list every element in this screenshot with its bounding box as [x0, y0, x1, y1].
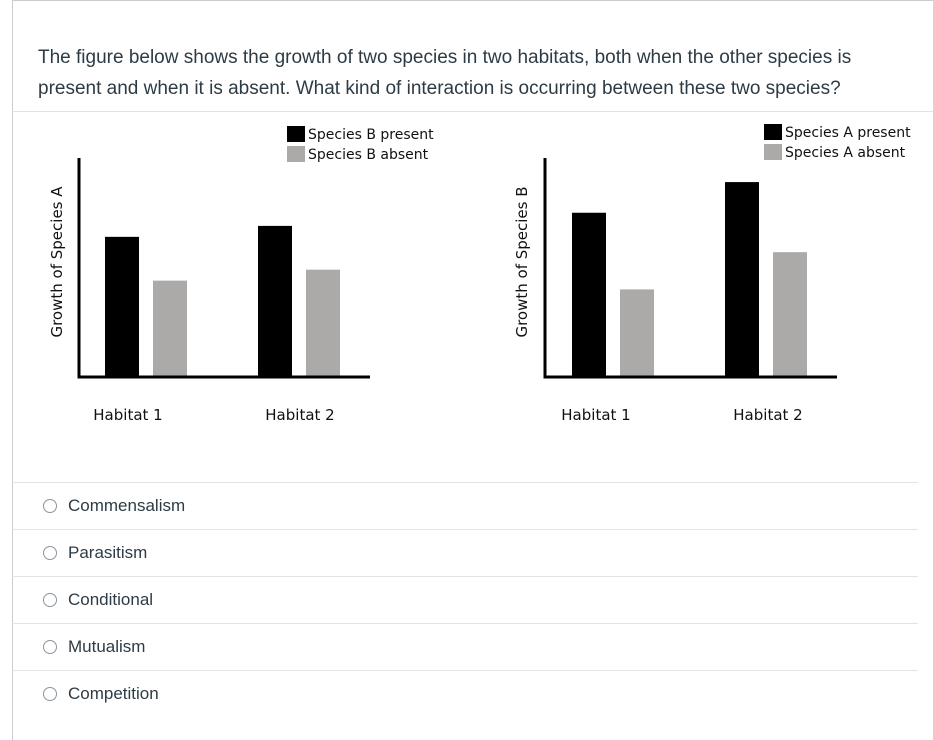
- answer-label[interactable]: Mutualism: [68, 637, 146, 656]
- answer-option-competition[interactable]: Competition: [12, 670, 918, 717]
- legend-label: Species A present: [785, 125, 911, 141]
- answer-option-commensalism[interactable]: Commensalism: [12, 482, 918, 529]
- answer-option-mutualism[interactable]: Mutualism: [12, 623, 918, 670]
- radio-button[interactable]: [43, 499, 57, 513]
- frame-top-border: [12, 0, 933, 1]
- answer-option-parasitism[interactable]: Parasitism: [12, 529, 918, 576]
- radio-button[interactable]: [43, 640, 57, 654]
- bar-2-habitat-2-present: [725, 182, 759, 377]
- legend-swatch: [287, 146, 305, 162]
- question-divider: [12, 111, 933, 112]
- bar-1-habitat-1-absent: [153, 280, 187, 377]
- legend-label: Species B absent: [308, 147, 429, 163]
- bar-1-habitat-2-present: [258, 225, 292, 377]
- legend-label: Species A absent: [785, 145, 906, 161]
- answer-label[interactable]: Conditional: [68, 590, 154, 609]
- radio-button[interactable]: [43, 546, 57, 560]
- legend-swatch: [764, 124, 782, 140]
- legend-swatch: [287, 126, 305, 142]
- answer-label[interactable]: Parasitism: [68, 543, 148, 562]
- answer-option-conditional[interactable]: Conditional: [12, 576, 918, 623]
- y-axis-label: Growth of Species A: [48, 186, 66, 338]
- x-tick-label: Habitat 1: [93, 406, 162, 424]
- x-tick-label: Habitat 2: [265, 406, 334, 424]
- legend-swatch: [764, 144, 782, 160]
- bar-1-habitat-2-absent: [306, 269, 340, 377]
- answer-label[interactable]: Competition: [68, 684, 159, 703]
- radio-button[interactable]: [43, 593, 57, 607]
- y-axis-label: Growth of Species B: [513, 186, 531, 337]
- figure: Habitat 1 Habitat 2 Growth of Species A Spe…: [48, 124, 911, 424]
- bar-2-habitat-2-absent: [773, 252, 807, 377]
- question-text: The figure below shows the growth of two…: [38, 47, 852, 99]
- bar-2-habitat-1-present: [572, 212, 606, 377]
- radio-button[interactable]: [43, 687, 57, 701]
- answer-list: Commensalism Parasitism Conditional Mutu…: [12, 482, 918, 717]
- bar-1-habitat-1-present: [105, 236, 139, 377]
- legend-label: Species B present: [308, 127, 434, 143]
- x-tick-label: Habitat 2: [733, 406, 802, 424]
- question-frame: [12, 0, 933, 740]
- answer-label[interactable]: Commensalism: [68, 496, 186, 515]
- bar-2-habitat-1-absent: [620, 289, 654, 377]
- x-tick-label: Habitat 1: [561, 406, 630, 424]
